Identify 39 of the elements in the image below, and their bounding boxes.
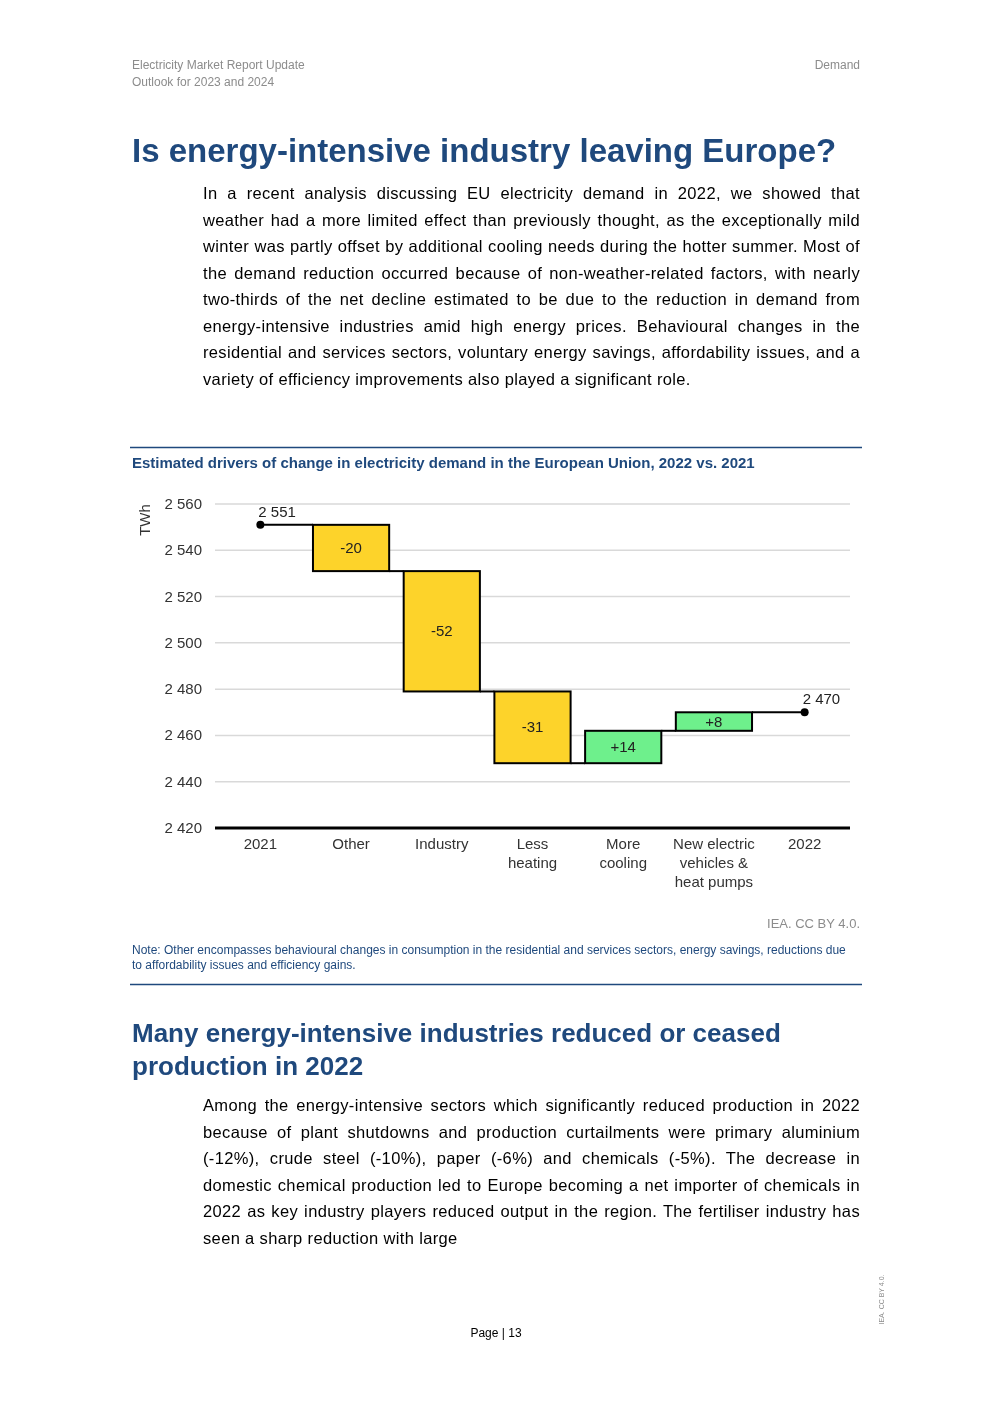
x-tick-label: Less heating xyxy=(507,835,558,871)
text: Note: Other encompasses behavioural changes in consumption in the residential and services sectors, energy savings, reductions due to affordability issues and efficiency gains. xyxy=(132,943,847,973)
x-tick-label: Industry xyxy=(415,835,469,852)
x-tick-label: New electric vehicles & heat pumps xyxy=(673,835,756,890)
text: Many energy-intensive industries reduced or ceased production in 2022 xyxy=(132,1017,782,1083)
y-tick-label: 2 480 xyxy=(164,680,202,698)
bar xyxy=(584,729,663,765)
y-tick-label: 2 460 xyxy=(164,726,202,744)
data-label: +14 xyxy=(610,738,636,755)
bar xyxy=(493,690,572,765)
x-tick-label: More cooling xyxy=(599,835,647,871)
text: Electricity Market Report Update xyxy=(132,58,305,72)
data-label: 2 470 xyxy=(802,690,841,708)
chart-title: Estimated drivers of change in electricity demand in the European Union, 2022 vs. 2021 xyxy=(132,454,755,471)
y-tick-label: 2 560 xyxy=(164,495,202,512)
y-tick-label: 2 500 xyxy=(164,633,202,651)
bar xyxy=(402,570,481,693)
text: In a recent analysis discussing EU electricity demand in 2022, we showed that weather had a more limited effect than previously thought, as the exceptionally mild winter was partly offset by additional cooling needs during the hotter summer. Most of the demand reduction occurred because of non-weather-related factors, with nearly two-thirds of the net decline estimated to be due to the reduction in demand from energy-intensive industries amid high energy prices. Behavioural changes in the residential and services sectors, voluntary energy savings, affordability issues, and a variety of efficiency improvements also played a significant role. xyxy=(203,183,860,390)
text: Is energy-intensive industry leaving Europe? xyxy=(132,132,837,170)
y-tick-label: 2 520 xyxy=(164,587,202,605)
x-tick-label: 2022 xyxy=(787,835,822,852)
bar xyxy=(674,711,754,732)
y-axis-title: TWh xyxy=(136,504,153,536)
text: Demand xyxy=(814,58,860,72)
y-tick-label: 2 420 xyxy=(164,819,202,836)
text: Among the energy-intensive sectors which significantly reduced production in 2022 because of plant shutdowns and production curtailments were primary aluminium (-12%), crude steel (-10%), paper (-6%) and chemicals (-5%). The decrease in domestic chemical production led to Europe becoming a net importer of chemicals in 2022 as key industry players reduced output in the region. The fertiliser industry has seen a sharp reduction with large xyxy=(203,1095,860,1249)
y-tick-label: 2 540 xyxy=(164,541,202,559)
x-tick-label: 2021 xyxy=(243,835,278,852)
text: Outlook for 2023 and 2024 xyxy=(132,75,275,89)
data-label: +8 xyxy=(705,712,723,730)
data-label: 2 551 xyxy=(258,502,296,520)
text: Page | 13 xyxy=(469,1326,523,1340)
data-label: -20 xyxy=(340,538,362,556)
bar xyxy=(311,523,391,573)
data-label: -31 xyxy=(521,718,544,736)
text: IEA. CC BY 4.0. xyxy=(767,916,860,931)
x-tick-label: Other xyxy=(332,835,370,852)
y-tick-label: 2 440 xyxy=(164,772,202,790)
data-label: -52 xyxy=(430,622,453,640)
